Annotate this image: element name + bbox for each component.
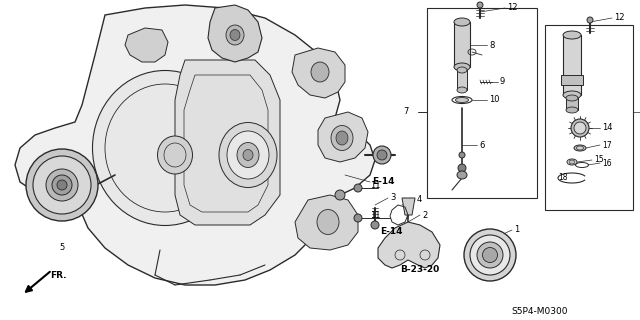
Ellipse shape bbox=[33, 156, 91, 214]
Ellipse shape bbox=[456, 98, 468, 102]
Ellipse shape bbox=[566, 107, 578, 113]
Polygon shape bbox=[402, 198, 415, 215]
Ellipse shape bbox=[563, 91, 581, 99]
Polygon shape bbox=[318, 112, 368, 162]
Polygon shape bbox=[292, 48, 345, 98]
Text: 6: 6 bbox=[479, 140, 484, 149]
Ellipse shape bbox=[331, 125, 353, 150]
Text: FR.: FR. bbox=[50, 270, 67, 279]
Ellipse shape bbox=[354, 214, 362, 222]
Polygon shape bbox=[125, 28, 168, 62]
Text: 11: 11 bbox=[370, 180, 381, 189]
Ellipse shape bbox=[477, 2, 483, 8]
Ellipse shape bbox=[311, 62, 329, 82]
Ellipse shape bbox=[574, 145, 586, 151]
Text: 1: 1 bbox=[514, 226, 519, 235]
Ellipse shape bbox=[459, 152, 465, 158]
Text: 5: 5 bbox=[60, 244, 65, 252]
Bar bbox=[457, 70, 467, 90]
Ellipse shape bbox=[563, 31, 581, 39]
Bar bbox=[563, 35, 581, 95]
Bar bbox=[454, 22, 470, 67]
Polygon shape bbox=[15, 5, 375, 285]
Ellipse shape bbox=[457, 87, 467, 93]
Ellipse shape bbox=[454, 63, 470, 71]
Ellipse shape bbox=[577, 146, 584, 150]
Bar bbox=[566, 98, 578, 110]
Ellipse shape bbox=[219, 123, 277, 188]
Ellipse shape bbox=[373, 146, 391, 164]
Ellipse shape bbox=[52, 175, 72, 195]
Text: 11: 11 bbox=[370, 211, 381, 220]
Ellipse shape bbox=[371, 221, 379, 229]
Ellipse shape bbox=[243, 149, 253, 161]
Ellipse shape bbox=[477, 242, 503, 268]
Text: 2: 2 bbox=[422, 211, 428, 220]
Text: 4: 4 bbox=[417, 196, 422, 204]
Ellipse shape bbox=[157, 136, 193, 174]
Ellipse shape bbox=[226, 25, 244, 45]
Ellipse shape bbox=[237, 142, 259, 167]
Ellipse shape bbox=[457, 171, 467, 179]
Ellipse shape bbox=[470, 235, 510, 275]
Ellipse shape bbox=[569, 160, 575, 164]
Text: S5P4-M0300: S5P4-M0300 bbox=[512, 308, 568, 316]
Text: 12: 12 bbox=[507, 4, 518, 12]
Ellipse shape bbox=[230, 29, 240, 41]
Polygon shape bbox=[208, 5, 262, 62]
Ellipse shape bbox=[336, 131, 348, 145]
Polygon shape bbox=[295, 195, 358, 250]
Text: 17: 17 bbox=[602, 140, 612, 149]
Text: E-14: E-14 bbox=[372, 178, 394, 187]
Text: 10: 10 bbox=[489, 95, 499, 105]
Text: 3: 3 bbox=[390, 194, 396, 203]
Text: 15: 15 bbox=[594, 156, 604, 164]
Text: 9: 9 bbox=[500, 77, 505, 86]
Ellipse shape bbox=[26, 149, 98, 221]
Text: E-14: E-14 bbox=[380, 228, 403, 236]
Bar bbox=[561, 75, 583, 85]
Ellipse shape bbox=[335, 190, 345, 200]
Text: 8: 8 bbox=[489, 41, 494, 50]
Ellipse shape bbox=[566, 95, 578, 101]
Ellipse shape bbox=[317, 210, 339, 235]
Bar bbox=[427, 8, 537, 198]
Text: 18: 18 bbox=[558, 173, 568, 182]
Ellipse shape bbox=[464, 229, 516, 281]
Ellipse shape bbox=[574, 122, 586, 134]
Ellipse shape bbox=[458, 164, 466, 172]
Text: 16: 16 bbox=[602, 158, 612, 167]
Ellipse shape bbox=[57, 180, 67, 190]
Ellipse shape bbox=[571, 119, 589, 137]
Text: B-23-20: B-23-20 bbox=[400, 266, 439, 275]
Text: 7: 7 bbox=[404, 108, 409, 116]
Text: 12: 12 bbox=[614, 13, 625, 22]
Text: 14: 14 bbox=[602, 124, 612, 132]
Ellipse shape bbox=[46, 169, 78, 201]
Ellipse shape bbox=[587, 17, 593, 23]
Polygon shape bbox=[175, 60, 280, 225]
Bar bbox=[545, 25, 633, 210]
Ellipse shape bbox=[354, 184, 362, 192]
Ellipse shape bbox=[227, 131, 269, 179]
Ellipse shape bbox=[483, 247, 497, 262]
Ellipse shape bbox=[457, 67, 467, 73]
Ellipse shape bbox=[93, 70, 237, 226]
Polygon shape bbox=[378, 222, 440, 268]
Ellipse shape bbox=[377, 150, 387, 160]
Ellipse shape bbox=[454, 18, 470, 26]
